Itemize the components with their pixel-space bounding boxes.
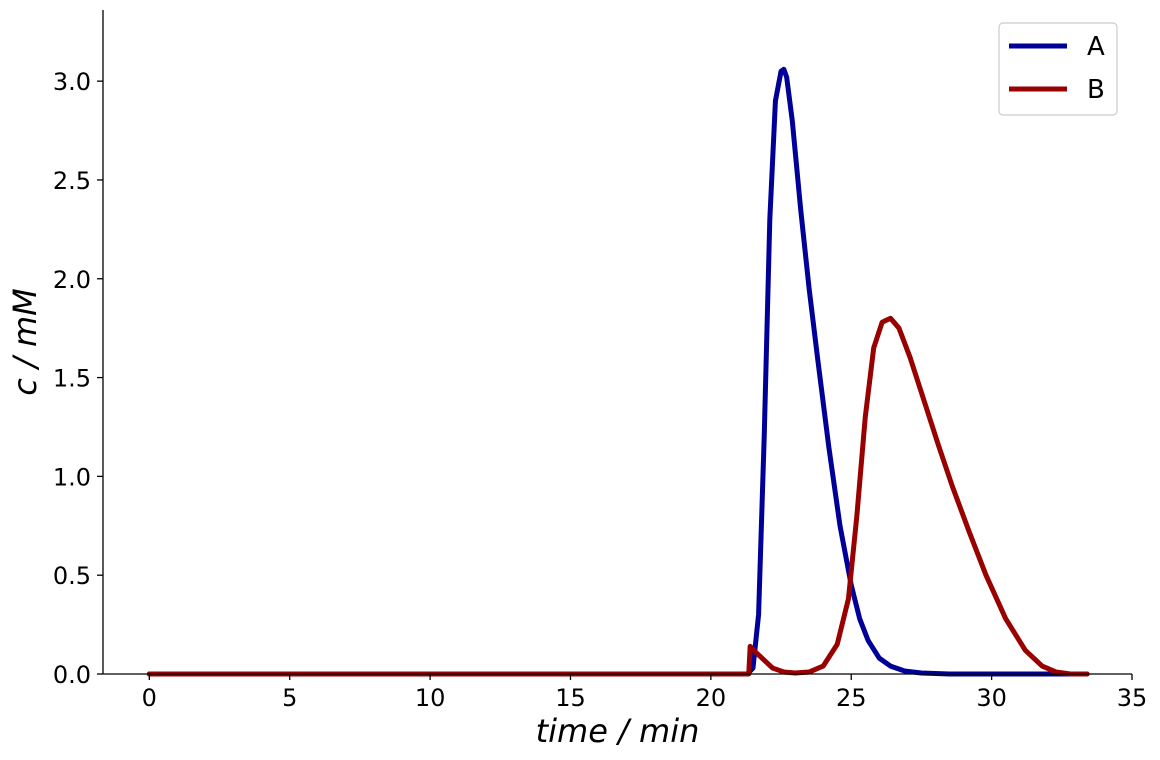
- x-tick-label: 20: [696, 684, 727, 712]
- x-tick-label: 30: [976, 684, 1007, 712]
- x-tick-label: 0: [142, 684, 157, 712]
- x-tick-label: 35: [1117, 684, 1148, 712]
- y-tick-label: 1.5: [53, 365, 91, 393]
- x-tick-label: 15: [555, 684, 586, 712]
- series-line-B: [146, 315, 1090, 677]
- legend-label-B: B: [1087, 75, 1105, 105]
- y-tick-label: 2.0: [53, 266, 91, 294]
- plot-area: [146, 66, 1090, 677]
- legend: AB: [998, 22, 1118, 116]
- y-tick-label: 2.5: [53, 167, 91, 195]
- y-tick-label: 3.0: [53, 68, 91, 96]
- tick-labels: 0 5 10 15 20 25 30 35 0.0 0.5 1.0 1.5 2.0 2.5 3.0: [53, 68, 1147, 712]
- axes: [97, 10, 1133, 680]
- x-axis-title: time / min: [536, 712, 700, 750]
- y-tick-label: 0.0: [53, 661, 91, 689]
- y-tick-label: 1.0: [53, 463, 91, 491]
- series-line-A: [146, 66, 1090, 677]
- legend-label-A: A: [1087, 32, 1105, 62]
- y-tick-label: 0.5: [53, 562, 91, 590]
- x-tick-label: 5: [282, 684, 297, 712]
- x-tick-label: 25: [836, 684, 867, 712]
- x-tick-label: 10: [415, 684, 446, 712]
- y-axis-title: c / mM: [6, 288, 44, 396]
